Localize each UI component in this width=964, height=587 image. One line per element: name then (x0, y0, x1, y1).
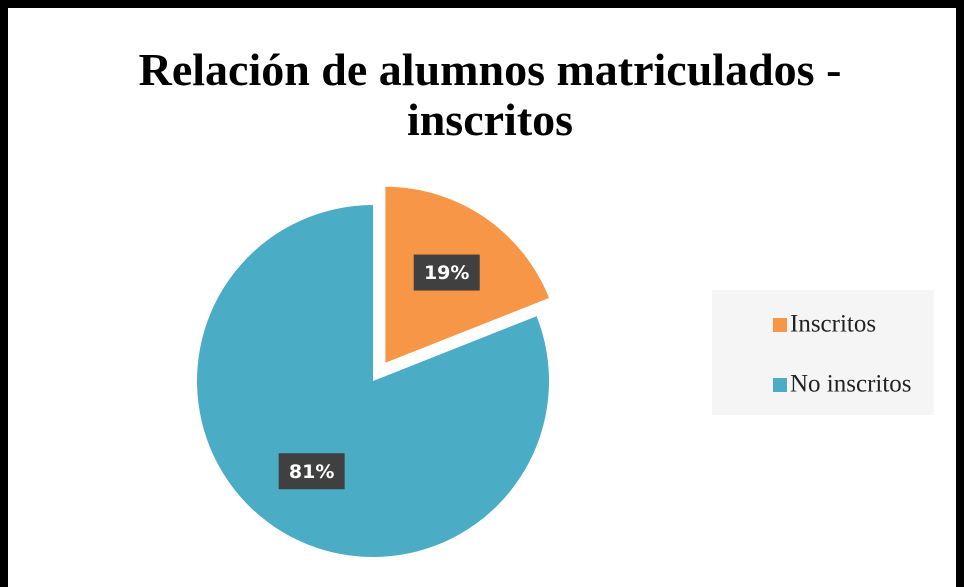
data-label-box (278, 453, 345, 490)
legend-box (712, 290, 934, 415)
legend-swatch (773, 378, 787, 392)
legend-label: Inscritos (790, 311, 876, 338)
legend-label: No inscritos (790, 371, 912, 398)
data-label-box (413, 254, 480, 291)
legend-swatch (773, 318, 787, 332)
data-label: 81% (289, 461, 334, 483)
chart-title: Relación de alumnos matriculados -inscri… (139, 44, 842, 145)
data-label: 19% (424, 262, 469, 284)
